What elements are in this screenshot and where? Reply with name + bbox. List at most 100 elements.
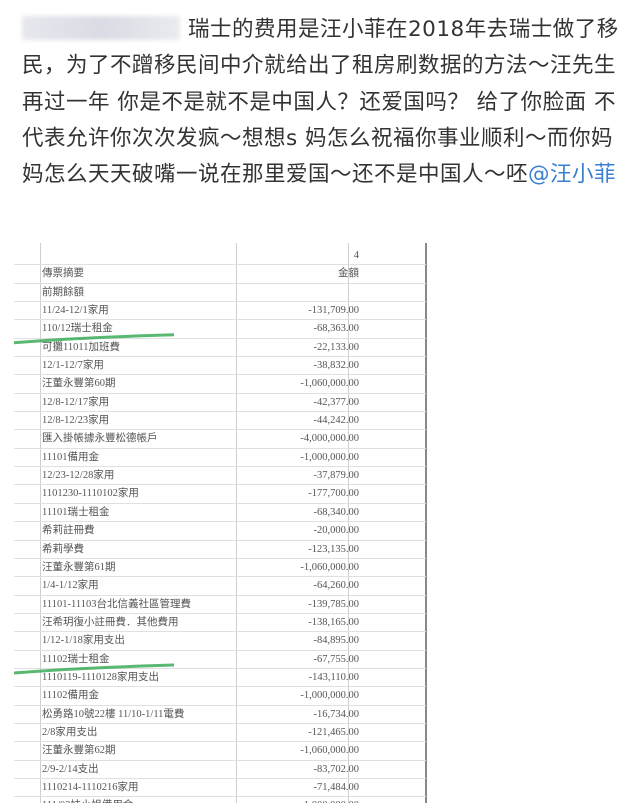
table-row: 12/1-12/7家用 -38,832.00 bbox=[14, 357, 426, 376]
page-number: 4 bbox=[353, 250, 359, 261]
table-row: 11101-11103台北信義社區管理費 -139,785.00 bbox=[14, 596, 426, 614]
table-row: 110/12瑞士租金 -68,363.00 bbox=[14, 320, 426, 339]
row-description: 11101-11103台北信義社區管理費 bbox=[42, 598, 191, 610]
row-description: 11102瑞士租金 bbox=[42, 653, 110, 665]
row-description: 11102備用金 bbox=[42, 690, 99, 702]
row-amount: -84,895.00 bbox=[313, 635, 360, 647]
row-description: 1/12-1/18家用支出 bbox=[42, 635, 125, 647]
row-amount: -64,260.00 bbox=[313, 580, 360, 592]
row-amount: -131,709.00 bbox=[308, 305, 359, 317]
row-description: 12/8-12/17家用 bbox=[42, 396, 110, 408]
page-edge bbox=[425, 243, 427, 803]
row-amount bbox=[238, 284, 363, 301]
row-amount: -71,484.00 bbox=[313, 781, 360, 793]
row-amount: -20,000.00 bbox=[313, 525, 360, 537]
row-amount: -143,110.00 bbox=[308, 671, 359, 683]
table-row: 11/24-12/1家用 -131,709.00 bbox=[14, 302, 426, 321]
row-amount: -1,060,000.00 bbox=[300, 561, 359, 573]
row-description: 匯入掛帳據永豐松德帳戶 bbox=[42, 433, 158, 445]
table-row: 希莉註冊費 -20,000.00 bbox=[14, 522, 426, 541]
table-row: 12/8-12/23家用 -44,242.00 bbox=[14, 412, 426, 431]
post-text: 瑞士的费用是汪小菲在2018年去瑞士做了移民，为了不蹭移民间中介就给出了租房刷数… bbox=[22, 12, 626, 193]
row-amount: -68,340.00 bbox=[313, 506, 360, 518]
row-description: 1110119-1110128家用支出 bbox=[42, 671, 160, 683]
table-row: 111/03妹小姐備用金-1,000,000.00 bbox=[14, 797, 426, 803]
row-amount: -123,135.00 bbox=[308, 543, 359, 555]
row-amount: -138,165.00 bbox=[308, 616, 359, 628]
row-amount: -1,000,000.00 bbox=[300, 451, 359, 463]
table-row: 1/12-1/18家用支出 -84,895.00 bbox=[14, 632, 426, 651]
row-amount: -22,133.00 bbox=[313, 341, 360, 353]
row-amount: -4,000,000.00 bbox=[300, 433, 359, 445]
table-row: 1110119-1110128家用支出 -143,110.00 bbox=[14, 669, 426, 688]
row-amount: -1,000,000.00 bbox=[300, 690, 359, 702]
table-row: 2/9-2/14支出 -83,702.00 bbox=[14, 761, 426, 779]
row-description: 1110214-1110216家用 bbox=[42, 781, 139, 793]
row-amount: -177,700.00 bbox=[308, 488, 359, 500]
table-row: 汪董永豐第61期 -1,060,000.00 bbox=[14, 559, 426, 578]
row-description: 2/9-2/14支出 bbox=[42, 763, 99, 775]
row-amount: -83,702.00 bbox=[313, 763, 360, 775]
table-header: 傳票摘要 金額 bbox=[14, 265, 426, 284]
table-row: 12/8-12/17家用 -42,377.00 bbox=[14, 394, 426, 413]
row-description: 2/8家用支出 bbox=[42, 726, 98, 738]
table-row: 11102備用金 -1,000,000.00 bbox=[14, 687, 426, 706]
row-description: 11/24-12/1家用 bbox=[42, 305, 109, 317]
post-body: 瑞士的费用是汪小菲在2018年去瑞士做了移民，为了不蹭移民间中介就给出了租房刷数… bbox=[22, 17, 619, 188]
column-divider bbox=[40, 243, 41, 803]
row-description: 前期餘額 bbox=[42, 286, 84, 298]
row-amount: -121,465.00 bbox=[308, 726, 359, 738]
row-amount: -42,377.00 bbox=[313, 396, 360, 408]
row-amount: -44,242.00 bbox=[313, 415, 360, 427]
row-description: 希莉學費 bbox=[42, 543, 84, 555]
row-description: 1/4-1/12家用 bbox=[42, 580, 99, 592]
table-row: 匯入掛帳據永豐松德帳戶 -4,000,000.00 bbox=[14, 430, 426, 449]
row-description: 可攤11011加班費 bbox=[42, 341, 120, 353]
row-amount: -68,363.00 bbox=[313, 323, 360, 335]
header-description: 傳票摘要 bbox=[42, 268, 84, 280]
table-row: 汪董永豐第62期 -1,060,000.00 bbox=[14, 742, 426, 761]
row-description: 12/8-12/23家用 bbox=[42, 415, 110, 427]
row-description: 汪董永豐第61期 bbox=[42, 561, 116, 573]
row-description: 汪董永豐第62期 bbox=[42, 745, 116, 757]
table-row: 前期餘額 bbox=[14, 284, 426, 303]
table: 4 傳票摘要 金額 前期餘額 11/24-12/1家用 -131,709.00 110/… bbox=[14, 247, 426, 803]
row-amount: -1,060,000.00 bbox=[300, 378, 359, 390]
table-row: 松勇路10號22樓 11/10-1/11電費 -16,734.00 bbox=[14, 706, 426, 724]
table-row: 11102瑞士租金 -67,755.00 bbox=[14, 651, 426, 669]
page-number-row: 4 bbox=[14, 247, 426, 266]
table-row: 汪董永豐第60期 -1,060,000.00 bbox=[14, 375, 426, 394]
row-description: 希莉註冊費 bbox=[42, 525, 95, 537]
row-description: 汪希玥復小註冊費．其他費用 bbox=[42, 616, 179, 628]
row-amount: -1,000,000.00 bbox=[238, 797, 363, 803]
row-amount: -139,785.00 bbox=[308, 598, 359, 610]
table-row: 1101230-1110102家用 -177,700.00 bbox=[14, 485, 426, 504]
row-amount: -37,879.00 bbox=[313, 470, 360, 482]
redacted-username bbox=[22, 16, 180, 40]
mention-link[interactable]: @汪小菲 bbox=[528, 162, 617, 188]
row-description: 12/1-12/7家用 bbox=[42, 360, 104, 372]
column-divider bbox=[348, 243, 349, 803]
header-amount: 金額 bbox=[338, 268, 359, 280]
spreadsheet-image: 4 傳票摘要 金額 前期餘額 11/24-12/1家用 -131,709.00 110/… bbox=[14, 243, 442, 803]
row-amount: -38,832.00 bbox=[313, 360, 360, 372]
column-divider bbox=[236, 243, 237, 803]
row-description: 松勇路10號22樓 11/10-1/11電費 bbox=[42, 708, 185, 720]
table-row: 11101備用金 -1,000,000.00 bbox=[14, 449, 426, 468]
table-row: 汪希玥復小註冊費．其他費用 -138,165.00 bbox=[14, 614, 426, 633]
row-description: 1101230-1110102家用 bbox=[42, 488, 139, 500]
table-row: 希莉學費 -123,135.00 bbox=[14, 541, 426, 559]
table-row: 12/23-12/28家用 -37,879.00 bbox=[14, 467, 426, 486]
row-amount: -67,755.00 bbox=[313, 653, 360, 665]
table-row: 可攤11011加班費 -22,133.00 bbox=[14, 339, 426, 358]
row-description: 110/12瑞士租金 bbox=[42, 323, 113, 335]
table-row: 11101瑞士租金 -68,340.00 bbox=[14, 504, 426, 523]
row-description: 12/23-12/28家用 bbox=[42, 470, 115, 482]
row-amount: -1,060,000.00 bbox=[300, 745, 359, 757]
table-row: 1/4-1/12家用 -64,260.00 bbox=[14, 577, 426, 596]
row-description: 11101備用金 bbox=[42, 451, 99, 463]
row-amount: -16,734.00 bbox=[313, 708, 360, 720]
row-description: 11101瑞士租金 bbox=[42, 506, 110, 518]
row-description: 111/03妹小姐備用金 bbox=[40, 797, 238, 803]
table-row: 2/8家用支出 -121,465.00 bbox=[14, 724, 426, 743]
